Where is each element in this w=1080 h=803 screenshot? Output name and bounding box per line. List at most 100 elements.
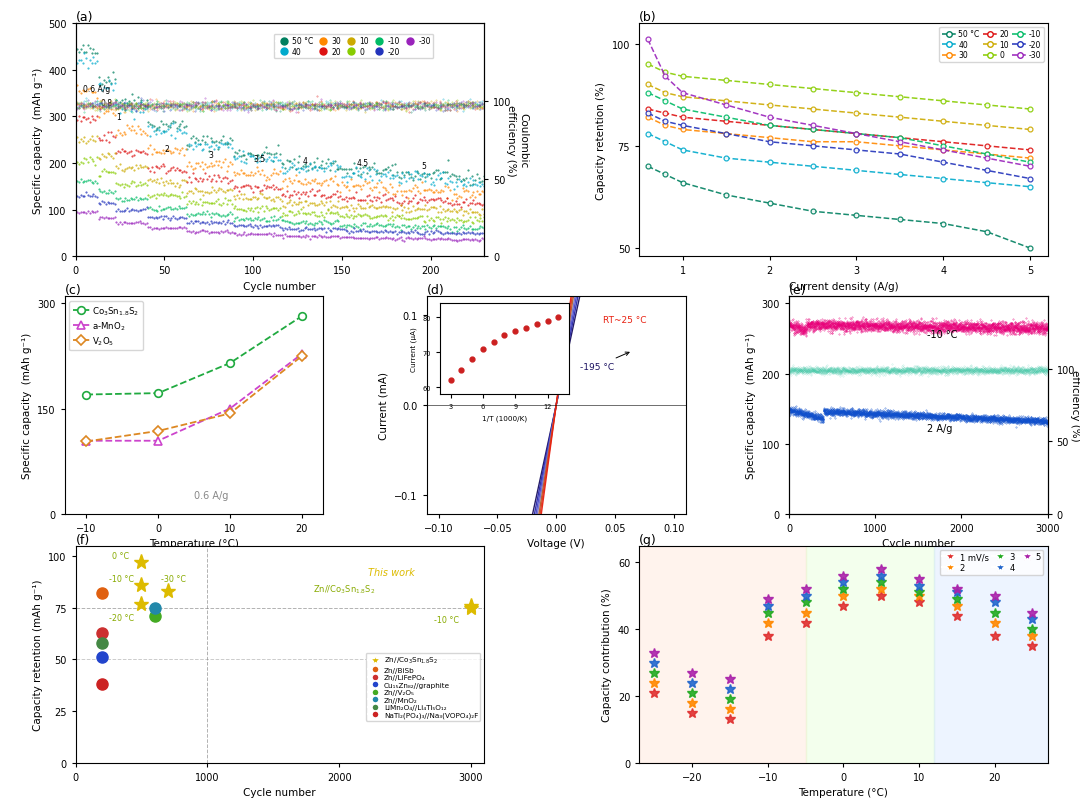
20 bbox=[807, 125, 820, 135]
Y-axis label: Specific capacity  (mAh g⁻¹): Specific capacity (mAh g⁻¹) bbox=[746, 332, 756, 479]
V$_2$O$_5$ bbox=[296, 352, 309, 361]
-30 bbox=[850, 129, 863, 139]
1 mV/s bbox=[686, 708, 699, 718]
2 bbox=[950, 601, 963, 611]
Line: Co$_3$Sn$_{1.8}$S$_2$: Co$_3$Sn$_{1.8}$S$_2$ bbox=[82, 313, 306, 399]
Line: 40: 40 bbox=[646, 132, 1032, 190]
40 bbox=[936, 174, 949, 184]
0 bbox=[981, 101, 994, 111]
-10 bbox=[1024, 158, 1037, 168]
Bar bbox=[806, 546, 934, 763]
50 °C bbox=[764, 199, 777, 209]
5 bbox=[724, 675, 737, 684]
4 bbox=[913, 581, 926, 591]
30 bbox=[936, 146, 949, 156]
Text: (e): (e) bbox=[789, 284, 807, 297]
5 bbox=[837, 571, 850, 581]
-30 bbox=[936, 146, 949, 156]
2 bbox=[724, 705, 737, 715]
Text: 2 A/g: 2 A/g bbox=[927, 423, 953, 434]
3 bbox=[686, 688, 699, 698]
-20 bbox=[1024, 174, 1037, 184]
5 bbox=[761, 594, 774, 604]
2 bbox=[913, 591, 926, 601]
1 mV/s bbox=[837, 601, 850, 611]
50 °C bbox=[807, 207, 820, 217]
2 bbox=[988, 618, 1001, 628]
a-MnO$_2$ bbox=[80, 436, 93, 446]
40 bbox=[807, 162, 820, 172]
Bar bbox=[934, 546, 1048, 763]
2 bbox=[837, 591, 850, 601]
Text: 0.8: 0.8 bbox=[100, 99, 112, 108]
50 °C bbox=[1024, 244, 1037, 254]
-10 bbox=[807, 125, 820, 135]
-10 bbox=[893, 133, 906, 143]
1 mV/s bbox=[648, 688, 661, 698]
2 bbox=[1026, 631, 1039, 641]
-20 bbox=[659, 117, 672, 127]
3 bbox=[648, 668, 661, 678]
Text: (c): (c) bbox=[65, 284, 82, 297]
-10 bbox=[936, 142, 949, 152]
4 bbox=[761, 601, 774, 611]
Line: 4: 4 bbox=[649, 571, 1037, 695]
4 bbox=[988, 598, 1001, 608]
-30 bbox=[642, 35, 654, 45]
3 bbox=[913, 588, 926, 597]
5 bbox=[648, 648, 661, 658]
a-MnO$_2$ bbox=[224, 404, 237, 414]
Co$_3$Sn$_{1.8}$S$_2$ bbox=[151, 389, 164, 398]
X-axis label: Cycle number: Cycle number bbox=[243, 788, 316, 797]
1 mV/s bbox=[988, 631, 1001, 641]
-20 bbox=[850, 146, 863, 156]
Text: 0.6 A/g: 0.6 A/g bbox=[194, 491, 229, 500]
0 bbox=[676, 72, 689, 82]
Co$_3$Sn$_{1.8}$S$_2$ bbox=[296, 312, 309, 321]
Y-axis label: Coulombic
efficiency (%): Coulombic efficiency (%) bbox=[507, 104, 528, 177]
3 bbox=[837, 585, 850, 594]
20 bbox=[893, 133, 906, 143]
Line: V$_2$O$_5$: V$_2$O$_5$ bbox=[83, 353, 306, 445]
Line: 10: 10 bbox=[646, 83, 1032, 132]
50 °C bbox=[719, 191, 732, 201]
0 bbox=[642, 60, 654, 70]
4 bbox=[648, 658, 661, 667]
20 bbox=[981, 142, 994, 152]
10 bbox=[676, 93, 689, 103]
V$_2$O$_5$ bbox=[151, 426, 164, 436]
1 mV/s bbox=[799, 618, 812, 628]
Text: 4.5: 4.5 bbox=[356, 159, 368, 168]
X-axis label: Temperature (°C): Temperature (°C) bbox=[149, 539, 239, 548]
20 bbox=[719, 117, 732, 127]
a-MnO$_2$ bbox=[296, 349, 309, 359]
Line: a-MnO$_2$: a-MnO$_2$ bbox=[82, 351, 306, 445]
30 bbox=[807, 138, 820, 148]
50 °C bbox=[850, 211, 863, 221]
Legend: 50 °C, 40, 30, 20, 10, 0, -10, -20, -30: 50 °C, 40, 30, 20, 10, 0, -10, -20, -30 bbox=[273, 35, 433, 59]
2 bbox=[648, 678, 661, 687]
4 bbox=[686, 678, 699, 687]
2 bbox=[875, 585, 888, 594]
-10 bbox=[659, 97, 672, 107]
Line: -20: -20 bbox=[646, 112, 1032, 181]
20 bbox=[764, 121, 777, 131]
3 bbox=[950, 594, 963, 604]
Co$_3$Sn$_{1.8}$S$_2$ bbox=[224, 359, 237, 369]
0 bbox=[1024, 105, 1037, 115]
1 mV/s bbox=[913, 598, 926, 608]
V$_2$O$_5$ bbox=[80, 437, 93, 446]
10 bbox=[981, 121, 994, 131]
2 bbox=[799, 608, 812, 618]
40 bbox=[893, 170, 906, 180]
Legend: 1 mV/s, 2, 3, 4, 5: 1 mV/s, 2, 3, 4, 5 bbox=[940, 550, 1043, 575]
-20 bbox=[719, 129, 732, 139]
Legend: Co$_3$Sn$_{1.8}$S$_2$, a-MnO$_2$, V$_2$O$_5$: Co$_3$Sn$_{1.8}$S$_2$, a-MnO$_2$, V$_2$O… bbox=[69, 301, 143, 351]
4 bbox=[950, 588, 963, 597]
Line: 0: 0 bbox=[646, 63, 1032, 112]
20 bbox=[642, 105, 654, 115]
-10 bbox=[676, 105, 689, 115]
20 bbox=[1024, 146, 1037, 156]
5 bbox=[913, 575, 926, 585]
50 °C bbox=[981, 227, 994, 237]
